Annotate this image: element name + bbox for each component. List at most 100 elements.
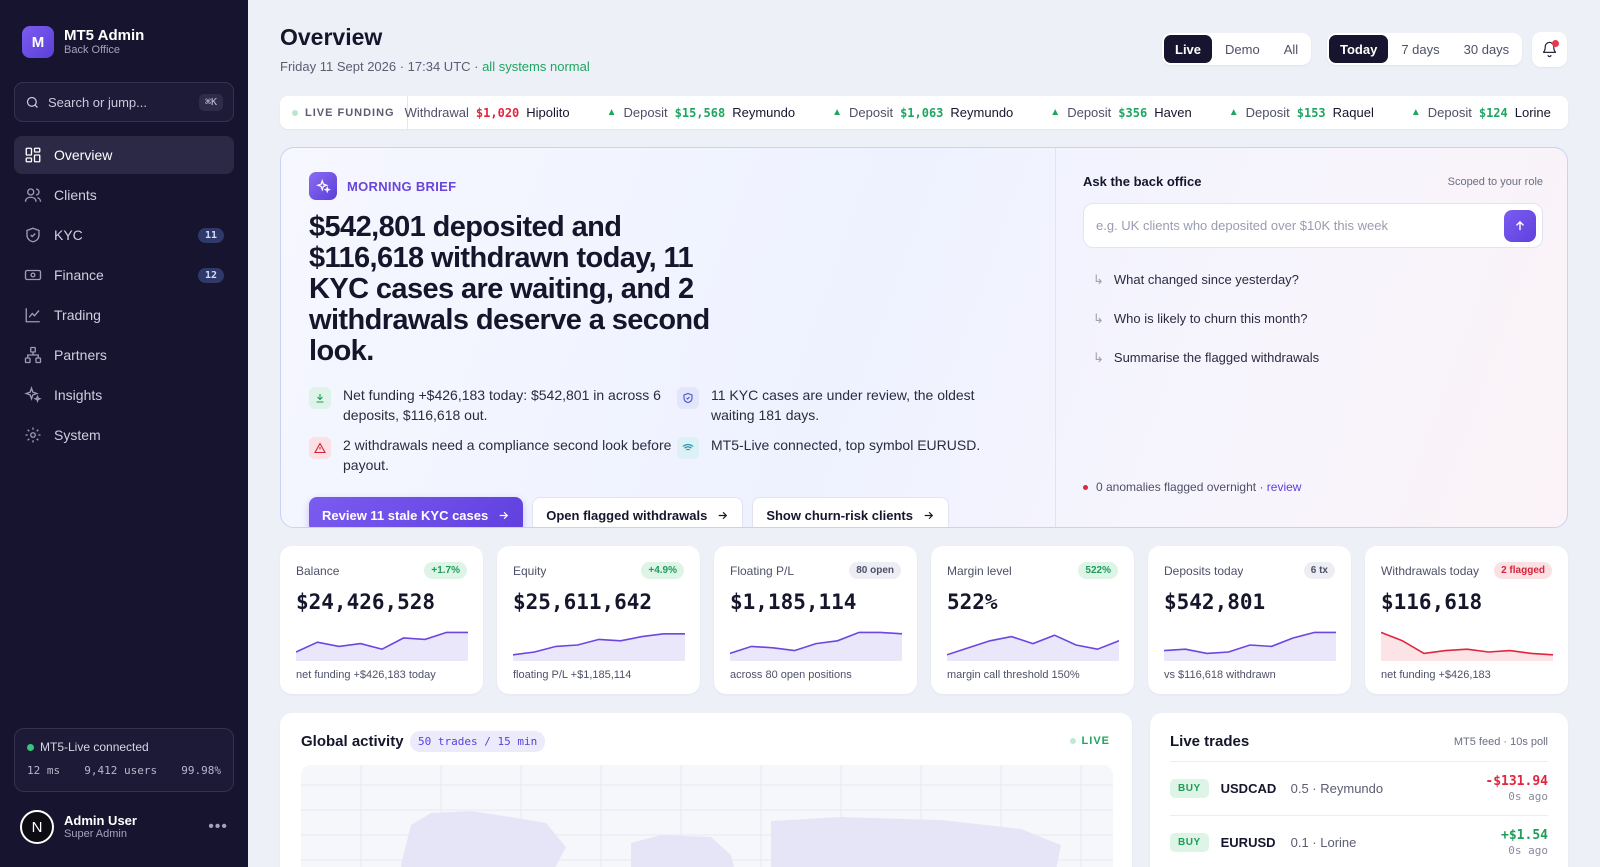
anomalies-text: 0 anomalies flagged overnight · xyxy=(1096,480,1267,494)
sidebar-item-overview[interactable]: Overview xyxy=(14,136,234,174)
sidebar-item-trading[interactable]: Trading xyxy=(14,296,234,334)
live-funding-ticker: LIVE FUNDING Withdrawal $1,020 Hipolito ▲ De… xyxy=(280,96,1568,129)
kpi-card[interactable]: Deposits today 6 tx $542,801 vs $116,618 wi… xyxy=(1148,546,1351,694)
kpi-note: across 80 open positions xyxy=(730,669,852,681)
kpi-card[interactable]: Margin level 522% 522% margin call threshol… xyxy=(931,546,1134,694)
sidebar-nav: Overview Clients KYC 11 Finance 12 Tradi… xyxy=(14,136,234,456)
trade-symbol: USDCAD xyxy=(1220,781,1277,796)
brand[interactable]: M MT5 Admin Back Office xyxy=(22,26,144,58)
arrow-right-icon xyxy=(499,511,509,519)
page-subtitle: Friday 11 Sept 2026 · 17:34 UTC · all sy… xyxy=(280,59,590,74)
triangle-up-icon: ▲ xyxy=(1410,107,1421,118)
suggestion-item[interactable]: ↳ What changed since yesterday? xyxy=(1083,260,1543,299)
sidebar-item-clients[interactable]: Clients xyxy=(14,176,234,214)
kpi-note: margin call threshold 150% xyxy=(947,669,1080,681)
sparkles-icon xyxy=(309,172,337,200)
sidebar-item-kyc[interactable]: KYC 11 xyxy=(14,216,234,254)
ask-panel: Ask the back office Scoped to your role … xyxy=(1083,174,1543,377)
sidebar-item-partners[interactable]: Partners xyxy=(14,336,234,374)
open-flagged-withdrawals-button[interactable]: Open flagged withdrawals xyxy=(532,497,744,527)
kpi-value: $542,801 xyxy=(1164,590,1266,614)
suggestion-item[interactable]: ↳ Summarise the flagged withdrawals xyxy=(1083,338,1543,377)
ticker-label: LIVE FUNDING xyxy=(280,96,408,129)
notification-dot xyxy=(1552,40,1559,47)
range-option-today[interactable]: Today xyxy=(1329,35,1389,63)
kpi-sparkline xyxy=(947,634,1119,661)
users-icon xyxy=(24,188,42,202)
ticker-item[interactable]: ▲ Deposit $15,568 Reymundo xyxy=(607,105,795,120)
sidebar-item-label: KYC xyxy=(54,227,83,243)
show-churn-risk-label: Show churn-risk clients xyxy=(766,507,913,523)
wifi-icon xyxy=(677,437,699,459)
range-option-30-days[interactable]: 30 days xyxy=(1463,41,1510,57)
date-range-toggle: Today 7 days 30 days xyxy=(1327,33,1523,65)
sidebar-item-finance[interactable]: Finance 12 xyxy=(14,256,234,294)
ticker-item[interactable]: Withdrawal $1,020 Hipolito xyxy=(405,105,570,120)
live-trades-card: Live trades MT5 feed · 10s poll BUY USDC… xyxy=(1150,713,1568,867)
kpi-card[interactable]: Floating P/L 80 open $1,185,114 across 80 o… xyxy=(714,546,917,694)
kpi-value: $24,426,528 xyxy=(296,590,436,614)
kpi-label: Margin level xyxy=(947,563,1012,578)
corner-down-right-icon: ↳ xyxy=(1093,310,1104,326)
env-option-all[interactable]: All xyxy=(1283,41,1299,57)
search-placeholder: Search or jump... xyxy=(48,94,147,110)
review-kyc-button[interactable]: Review 11 stale KYC cases xyxy=(309,497,524,527)
trade-meta: 0.5 · Reymundo xyxy=(1290,781,1384,796)
ticker-item-amount: $1,020 xyxy=(475,105,520,120)
sidebar-item-system[interactable]: System xyxy=(14,416,234,454)
live-label: LIVE xyxy=(1081,735,1110,747)
trade-row[interactable]: BUY USDCAD 0.5 · Reymundo -$131.94 0s ag… xyxy=(1170,761,1548,815)
anomalies-review-link[interactable]: review xyxy=(1266,480,1302,494)
sparkline-area xyxy=(1164,632,1336,661)
kpi-value: $25,611,642 xyxy=(513,590,653,614)
triangle-up-icon: ▲ xyxy=(1228,107,1239,118)
suggestion-item[interactable]: ↳ Who is likely to churn this month? xyxy=(1083,299,1543,338)
env-option-live[interactable]: Live xyxy=(1164,35,1213,63)
kpi-card[interactable]: Equity +4.9% $25,611,642 floating P/L +$1,1… xyxy=(497,546,700,694)
trades-feed-info: MT5 feed · 10s poll xyxy=(1453,736,1548,748)
show-churn-risk-button[interactable]: Show churn-risk clients xyxy=(752,497,949,527)
kpi-label: Equity xyxy=(513,563,547,578)
trade-meta: 0.1 · Lorine xyxy=(1290,835,1357,850)
trade-row[interactable]: BUY EURUSD 0.1 · Lorine +$1.54 0s ago xyxy=(1170,815,1548,867)
kpi-label: Floating P/L xyxy=(730,563,795,578)
shield-icon xyxy=(677,387,699,409)
kpi-chip: +1.7% xyxy=(424,562,467,579)
ticker-item-type: Deposit xyxy=(1245,105,1290,120)
system-status-text: all systems normal xyxy=(482,59,590,74)
ticker-label-text: LIVE FUNDING xyxy=(305,106,395,119)
sparkline-area xyxy=(296,632,468,661)
ticker-item[interactable]: ▲ Deposit $124 Lorine xyxy=(1411,105,1551,120)
arrow-up-icon xyxy=(1516,220,1524,230)
notifications-button[interactable] xyxy=(1532,32,1567,67)
live-dot xyxy=(292,109,298,116)
ask-send-button[interactable] xyxy=(1504,209,1536,242)
sidebar-item-insights[interactable]: Insights xyxy=(14,376,234,414)
kpi-card[interactable]: Withdrawals today 2 flagged $116,618 net fu… xyxy=(1365,546,1568,694)
more-options-icon[interactable]: ••• xyxy=(208,818,228,835)
world-map[interactable] xyxy=(301,765,1113,867)
ticker-item-type: Deposit xyxy=(623,105,668,120)
morning-brief-card: MORNING BRIEF $542,801 deposited and $11… xyxy=(280,147,1568,528)
ticker-item-name: Lorine xyxy=(1514,105,1551,120)
ticker-item[interactable]: ▲ Deposit $153 Raquel xyxy=(1229,105,1374,120)
kpi-value: 522% xyxy=(947,590,998,614)
banknote-icon xyxy=(24,269,42,281)
brief-point: 11 KYC cases are under review, the oldes… xyxy=(677,385,1017,425)
kpi-card[interactable]: Balance +1.7% $24,426,528 net funding +$426… xyxy=(280,546,483,694)
user-profile[interactable]: N Admin User Super Admin ••• xyxy=(20,810,228,844)
brief-point: 2 withdrawals need a compliance second l… xyxy=(309,435,677,475)
connection-uptime: 99.98% xyxy=(181,764,221,777)
ticker-item-type: Deposit xyxy=(848,105,894,120)
range-option-7-days[interactable]: 7 days xyxy=(1401,41,1440,57)
network-icon xyxy=(24,346,42,364)
ask-input[interactable]: e.g. UK clients who deposited over $10K … xyxy=(1083,203,1543,248)
search-input[interactable]: Search or jump... ⌘K xyxy=(14,82,234,122)
ticker-item[interactable]: ▲ Deposit $356 Haven xyxy=(1050,105,1191,120)
ticker-item[interactable]: ▲ Deposit $1,063 Reymundo xyxy=(832,105,1013,120)
live-dot xyxy=(1069,738,1076,744)
activity-live-indicator: LIVE xyxy=(1069,735,1110,747)
env-option-demo[interactable]: Demo xyxy=(1225,41,1260,57)
sparkline-line xyxy=(1164,631,1336,655)
review-kyc-button-label: Review 11 stale KYC cases xyxy=(322,507,489,523)
